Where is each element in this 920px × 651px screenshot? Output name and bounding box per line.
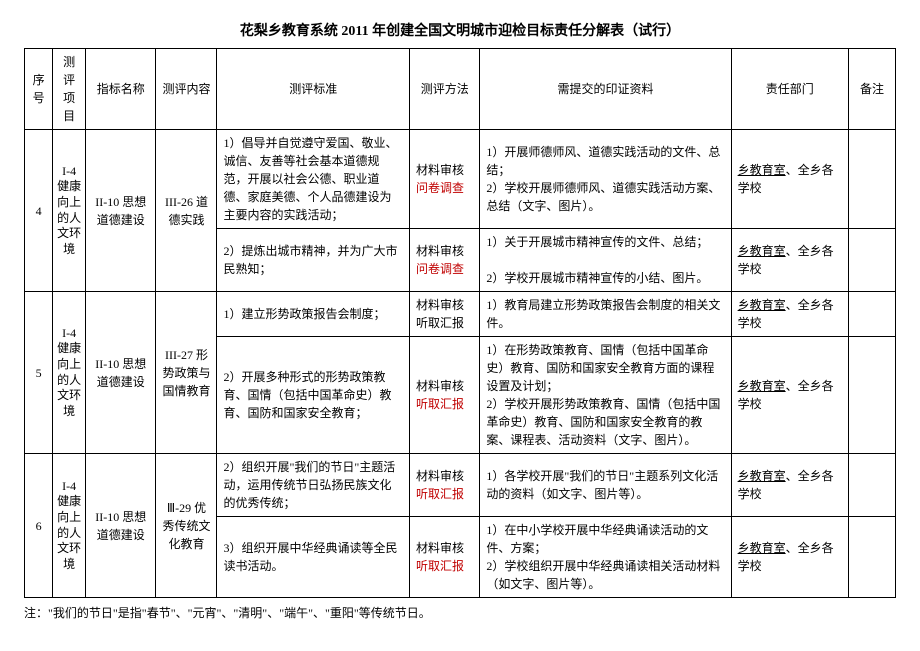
proj-cell: I-4 健康向上的人文环境	[53, 130, 86, 292]
dept-main: 乡教育室	[738, 163, 786, 177]
footnote: 注："我们的节日"是指"春节"、"元宵"、"清明"、"端午"、"重阳"等传统节日…	[24, 604, 896, 621]
meth-audit: 材料审核	[416, 298, 464, 312]
std-cell: 2）提炼出城市精神，并为广大市民熟知；	[217, 229, 410, 292]
meth-audit: 材料审核	[416, 244, 464, 258]
mat-cell: 1）开展师德师风、道德实践活动的文件、总结； 2）学校开展师德师风、道德实践活动…	[480, 130, 731, 229]
th-cont: 测评内容	[156, 49, 217, 130]
meth-cell: 材料审核 问卷调查	[409, 229, 479, 292]
meth-audit: 材料审核	[416, 469, 464, 483]
meth-cell: 材料审核 听取汇报	[409, 337, 479, 454]
th-note: 备注	[848, 49, 895, 130]
dept-cell: 乡教育室、全乡各学校	[731, 130, 848, 229]
seq-cell: 4	[25, 130, 53, 292]
meth-report: 听取汇报	[416, 397, 464, 411]
seq-cell: 5	[25, 292, 53, 454]
dept-cell: 乡教育室、全乡各学校	[731, 229, 848, 292]
meth-cell: 材料审核 问卷调查	[409, 130, 479, 229]
seq-cell: 6	[25, 454, 53, 598]
meth-report: 听取汇报	[416, 316, 464, 330]
th-mat: 需提交的印证资料	[480, 49, 731, 130]
th-proj: 测评项目	[53, 49, 86, 130]
std-cell: 1）倡导并自觉遵守爱国、敬业、诚信、友善等社会基本道德规范，开展以社会公德、职业…	[217, 130, 410, 229]
std-cell: 2）组织开展"我们的节日"主题活动，运用传统节日弘扬民族文化的优秀传统；	[217, 454, 410, 517]
meth-report: 听取汇报	[416, 559, 464, 573]
dept-main: 乡教育室	[738, 244, 786, 258]
ind-cell: II-10 思想道德建设	[86, 292, 156, 454]
cont-cell: III-27 形势政策与国情教育	[156, 292, 217, 454]
meth-survey: 问卷调查	[416, 262, 464, 276]
ind-cell: II-10 思想道德建设	[86, 454, 156, 598]
th-std: 测评标准	[217, 49, 410, 130]
th-ind: 指标名称	[86, 49, 156, 130]
responsibility-table: 序号 测评项目 指标名称 测评内容 测评标准 测评方法 需提交的印证资料 责任部…	[24, 48, 896, 598]
dept-main: 乡教育室	[738, 298, 786, 312]
meth-cell: 材料审核 听取汇报	[409, 517, 479, 598]
mat-cell: 1）教育局建立形势政策报告会制度的相关文件。	[480, 292, 731, 337]
th-meth: 测评方法	[409, 49, 479, 130]
proj-cell: I-4 健康向上的人文环境	[53, 292, 86, 454]
header-row: 序号 测评项目 指标名称 测评内容 测评标准 测评方法 需提交的印证资料 责任部…	[25, 49, 896, 130]
cont-cell: III-26 道德实践	[156, 130, 217, 292]
mat-cell: 1）在形势政策教育、国情（包括中国革命史）教育、国防和国家安全教育方面的课程设置…	[480, 337, 731, 454]
note-cell	[848, 229, 895, 292]
note-cell	[848, 454, 895, 517]
dept-cell: 乡教育室、全乡各学校	[731, 337, 848, 454]
cont-cell: Ⅲ-29 优秀传统文化教育	[156, 454, 217, 598]
note-cell	[848, 517, 895, 598]
th-seq: 序号	[25, 49, 53, 130]
ind-cell: II-10 思想道德建设	[86, 130, 156, 292]
std-cell: 1）建立形势政策报告会制度；	[217, 292, 410, 337]
dept-cell: 乡教育室、全乡各学校	[731, 517, 848, 598]
table-row: 6 I-4 健康向上的人文环境 II-10 思想道德建设 Ⅲ-29 优秀传统文化…	[25, 454, 896, 517]
std-cell: 2）开展多种形式的形势政策教育、国情（包括中国革命史）教育、国防和国家安全教育；	[217, 337, 410, 454]
note-cell	[848, 337, 895, 454]
dept-cell: 乡教育室、全乡各学校	[731, 292, 848, 337]
meth-survey: 问卷调查	[416, 181, 464, 195]
note-cell	[848, 292, 895, 337]
mat-cell: 1）各学校开展"我们的节日"主题系列文化活动的资料（如文字、图片等）。	[480, 454, 731, 517]
proj-cell: I-4 健康向上的人文环境	[53, 454, 86, 598]
th-dept: 责任部门	[731, 49, 848, 130]
note-cell	[848, 130, 895, 229]
meth-audit: 材料审核	[416, 163, 464, 177]
dept-main: 乡教育室	[738, 541, 786, 555]
meth-cell: 材料审核 听取汇报	[409, 292, 479, 337]
dept-main: 乡教育室	[738, 379, 786, 393]
meth-report: 听取汇报	[416, 487, 464, 501]
meth-audit: 材料审核	[416, 541, 464, 555]
mat-cell: 1）关于开展城市精神宣传的文件、总结； 2）学校开展城市精神宣传的小结、图片。	[480, 229, 731, 292]
dept-main: 乡教育室	[738, 469, 786, 483]
std-cell: 3）组织开展中华经典诵读等全民读书活动。	[217, 517, 410, 598]
table-row: 4 I-4 健康向上的人文环境 II-10 思想道德建设 III-26 道德实践…	[25, 130, 896, 229]
meth-cell: 材料审核 听取汇报	[409, 454, 479, 517]
mat-cell: 1）在中小学校开展中华经典诵读活动的文件、方案； 2）学校组织开展中华经典诵读相…	[480, 517, 731, 598]
meth-audit: 材料审核	[416, 379, 464, 393]
table-row: 5 I-4 健康向上的人文环境 II-10 思想道德建设 III-27 形势政策…	[25, 292, 896, 337]
page-title: 花梨乡教育系统 2011 年创建全国文明城市迎检目标责任分解表（试行）	[24, 20, 896, 40]
dept-cell: 乡教育室、全乡各学校	[731, 454, 848, 517]
